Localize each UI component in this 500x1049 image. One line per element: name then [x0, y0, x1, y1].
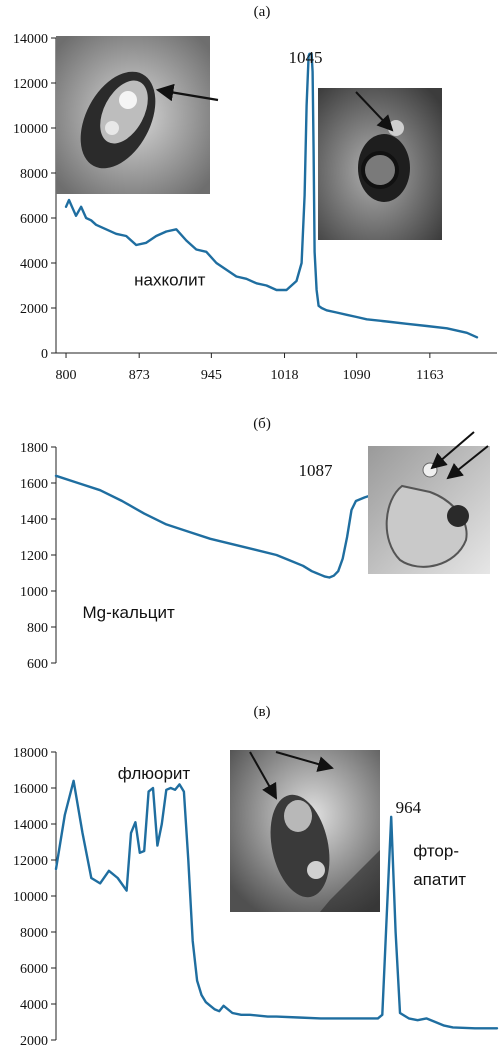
- y-tick-label: 1200: [20, 549, 48, 564]
- panel-c: (в) 2000 4000 6000 8000 10000 12000 14000 16000…: [13, 704, 499, 1049]
- peak-label: 1045: [289, 48, 323, 67]
- plot-a: 0 2000 4000 6000 8000 10000 12000 14000 800 873 94…: [13, 32, 497, 383]
- inset-photo-fluorite: [230, 750, 380, 912]
- y-tick-label: 8000: [20, 167, 48, 182]
- y-tick-label: 1000: [20, 585, 48, 600]
- y-tick-label: 600: [27, 657, 48, 672]
- mineral-label: Mg-кальцит: [82, 603, 175, 622]
- spectrum-line: [54, 779, 499, 1030]
- y-tick-label: 4000: [20, 998, 48, 1013]
- mineral-label: фтор-: [413, 841, 459, 860]
- x-tick-label: 1018: [271, 368, 299, 383]
- x-tick-label: 873: [129, 368, 150, 383]
- inset-photo-mg-calcite: [368, 431, 490, 574]
- x-tick-label: 800: [56, 368, 77, 383]
- mineral-label: нахколит: [134, 271, 205, 290]
- panel-b-label: (б): [253, 416, 271, 432]
- inset-photo-nahcolite-1: [56, 36, 219, 194]
- x-tick-label: 1163: [416, 368, 443, 383]
- panel-b: (б) 600 800 1000 1200 1400 1600 1800 Mg-кальцит…: [20, 416, 490, 672]
- y-tick-label: 6000: [20, 962, 48, 977]
- peak-label: 964: [396, 798, 422, 817]
- y-tick-label: 1600: [20, 477, 48, 492]
- y-tick-label: 12000: [13, 854, 48, 869]
- panel-a-label: (а): [254, 4, 271, 20]
- y-tick-label: 0: [41, 347, 48, 362]
- spectrum-line: [64, 52, 479, 339]
- y-tick-label: 12000: [13, 77, 48, 92]
- panel-c-label: (в): [253, 704, 270, 720]
- y-tick-label: 1400: [20, 513, 48, 528]
- y-tick-label: 800: [27, 621, 48, 636]
- y-tick-label: 10000: [13, 122, 48, 137]
- y-tick-label: 6000: [20, 212, 48, 227]
- y-tick-label: 10000: [13, 890, 48, 905]
- y-tick-label: 1800: [20, 441, 48, 456]
- y-tick-label: 18000: [13, 746, 48, 761]
- y-tick-label: 2000: [20, 1034, 48, 1049]
- mineral-label: флюорит: [118, 764, 191, 783]
- y-tick-label: 16000: [13, 782, 48, 797]
- plot-b: 600 800 1000 1200 1400 1600 1800 Mg-кальцит 1087: [20, 441, 477, 672]
- y-tick-label: 4000: [20, 257, 48, 272]
- panel-a: (а) 0 2000 4000 6000 8000 10000 12000 14000 800 8…: [13, 4, 497, 383]
- plot-c: 2000 4000 6000 8000 10000 12000 14000 16000 1800…: [13, 746, 499, 1049]
- y-tick-label: 8000: [20, 926, 48, 941]
- y-tick-label: 14000: [13, 818, 48, 833]
- mineral-label: апатит: [413, 870, 466, 889]
- inset-photo-nahcolite-2: [318, 88, 442, 240]
- y-tick-label: 2000: [20, 302, 48, 317]
- x-tick-label: 945: [201, 368, 222, 383]
- x-tick-label: 1090: [343, 368, 371, 383]
- y-tick-label: 14000: [13, 32, 48, 47]
- peak-label: 1087: [299, 461, 334, 480]
